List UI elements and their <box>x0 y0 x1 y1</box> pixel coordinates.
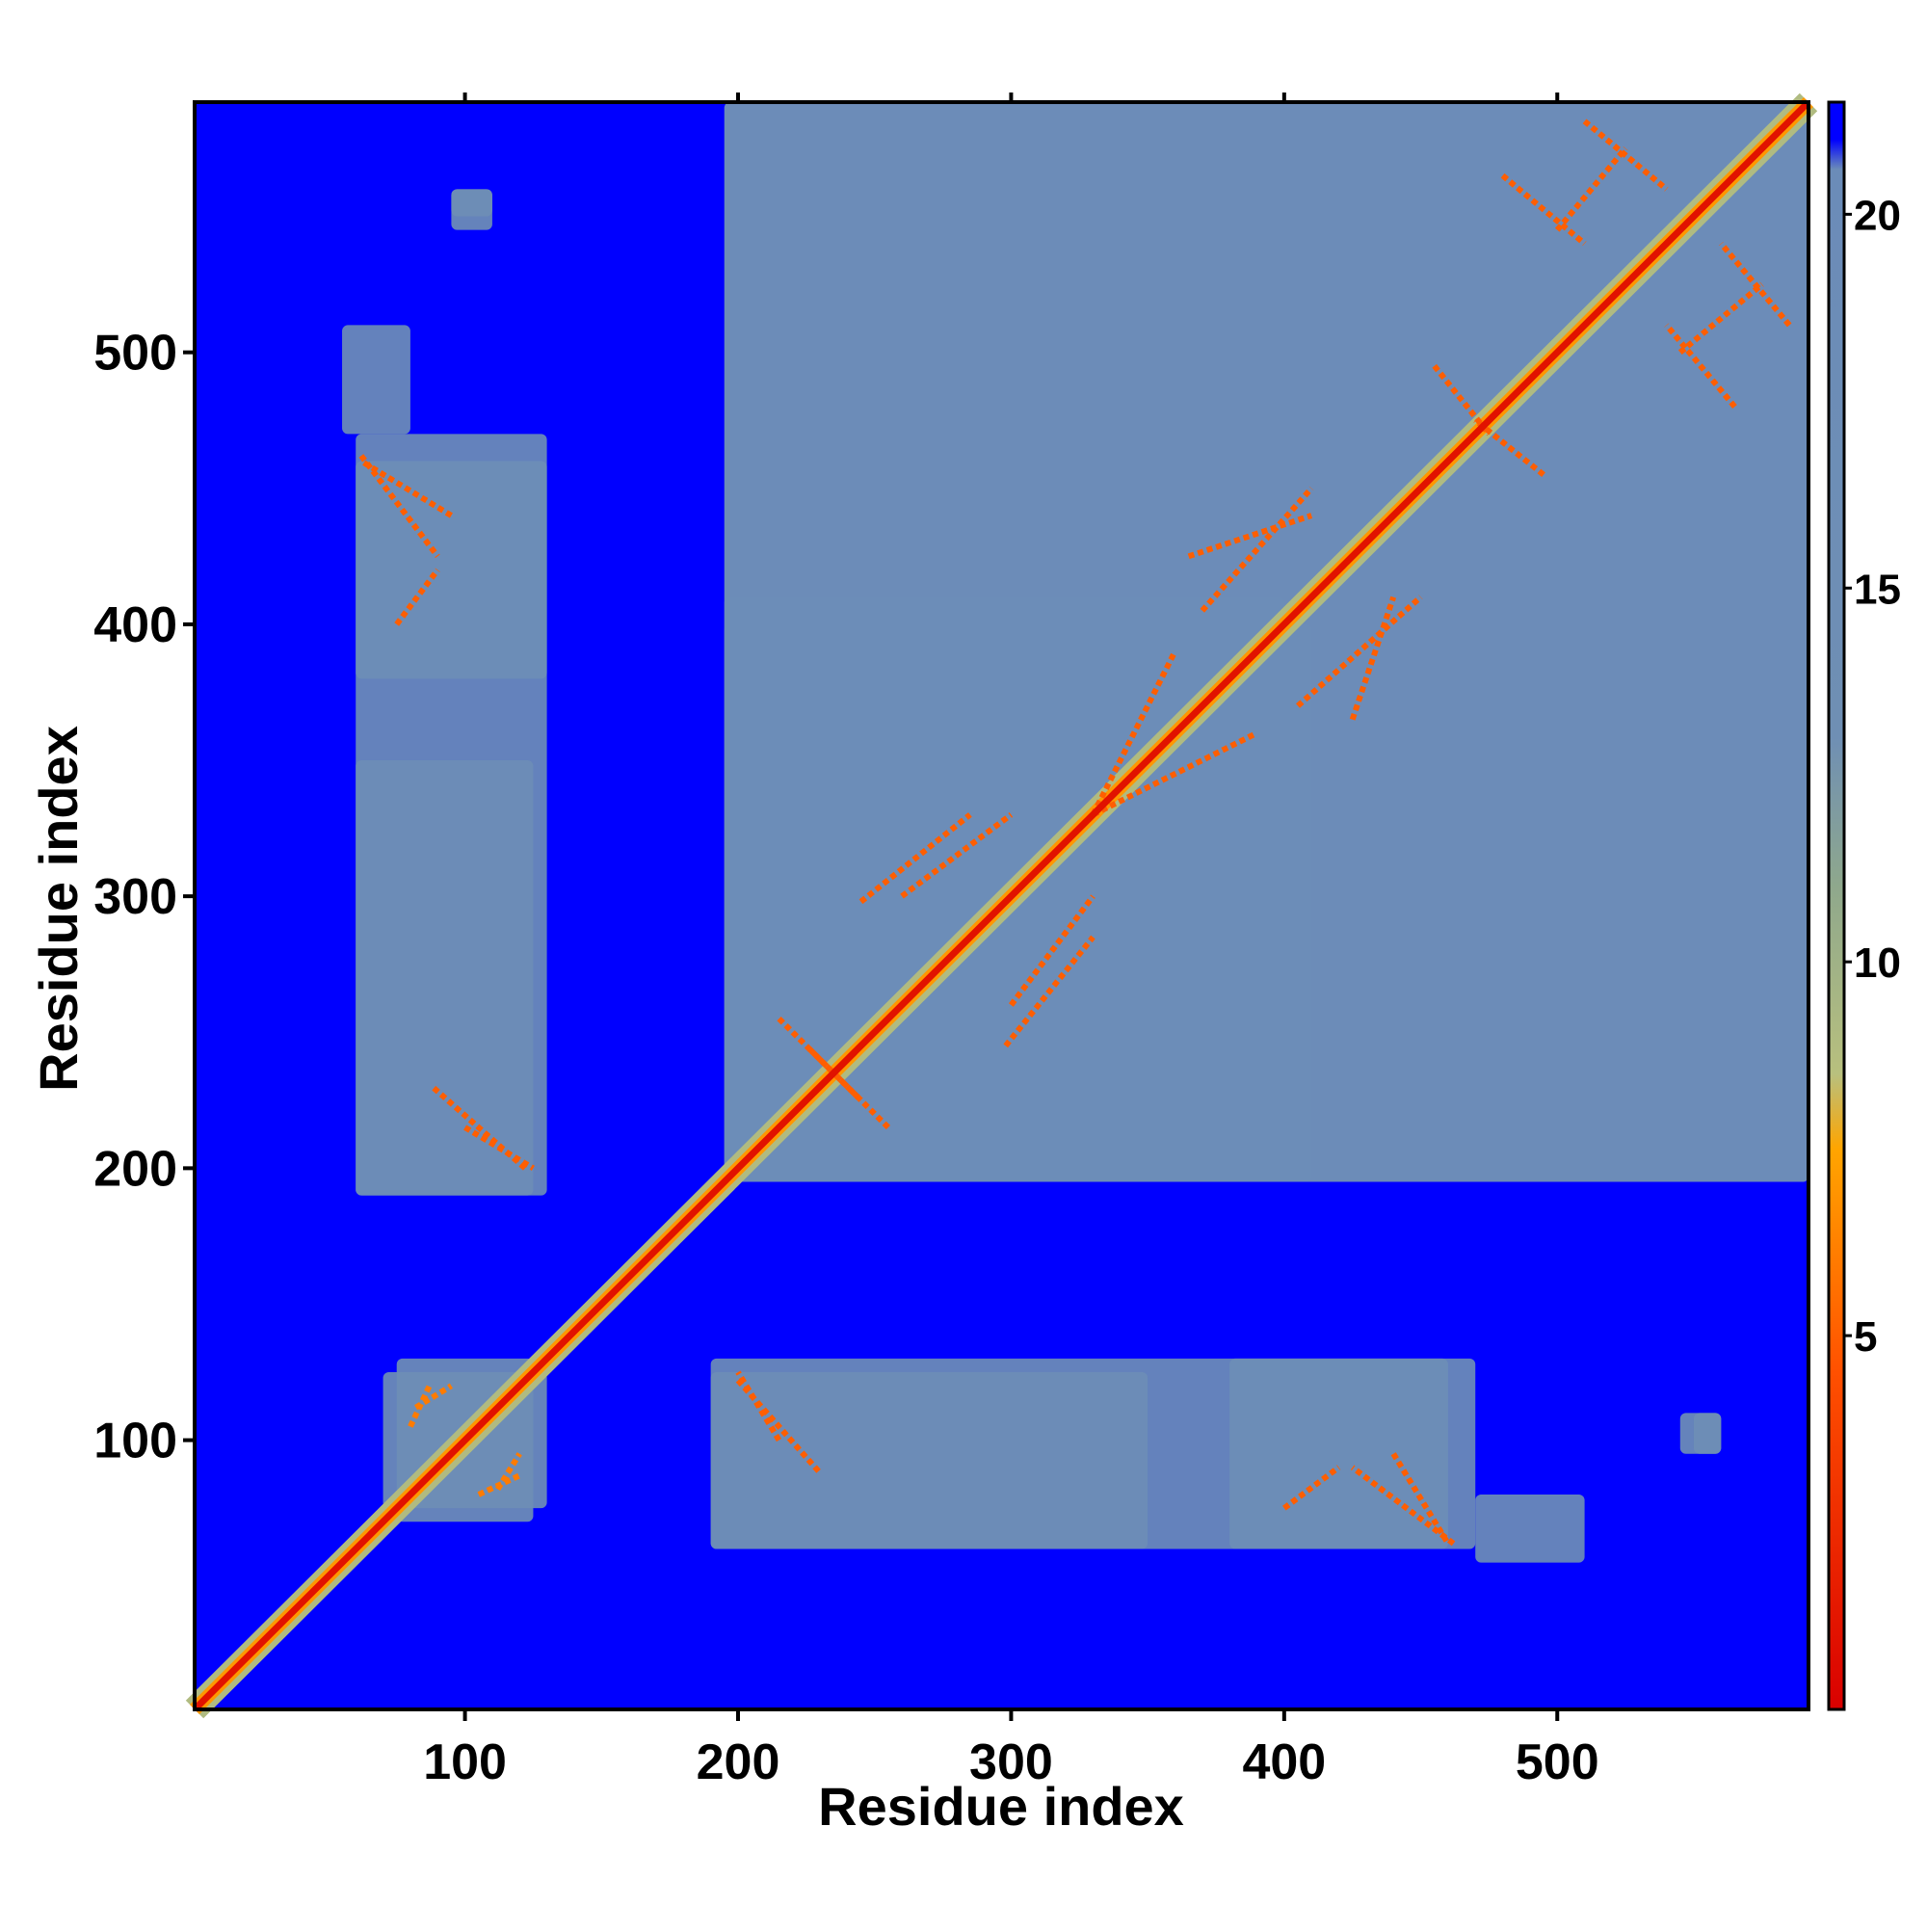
y-tick-label: 100 <box>93 1414 177 1469</box>
y-tick-label: 400 <box>93 597 177 653</box>
plot-frame <box>193 100 1810 1711</box>
contact-line-mirror-13 <box>1473 417 1545 478</box>
contact-line-mirror-11 <box>1296 595 1423 708</box>
y-tick-label: 300 <box>93 869 177 925</box>
x-tick-label: 300 <box>969 1734 1053 1790</box>
contact-line-mirror-5 <box>394 568 440 626</box>
contact-line-0 <box>358 454 440 559</box>
colorbar-tick-label: 20 <box>1854 192 1901 239</box>
contact-line-mirror-0 <box>1350 1465 1456 1547</box>
contact-line-6 <box>1390 1452 1451 1546</box>
contact-line-mirror-4 <box>430 1084 527 1171</box>
colorbar-gradient <box>1827 100 1846 1711</box>
contact-domain-4 <box>710 1372 1148 1549</box>
contact-domain-mirror-8 <box>1693 1413 1722 1454</box>
contact-line-mirror-6 <box>359 458 453 518</box>
contact-line-mirror-10 <box>1092 730 1258 818</box>
contact-line-mirror-2 <box>495 1452 522 1491</box>
contact-line-16 <box>1582 119 1669 192</box>
contact-domain-mirror-6 <box>342 325 410 435</box>
contact-line-5 <box>1282 1465 1341 1511</box>
contact-line-mirror-15 <box>1554 146 1628 232</box>
contact-line-mirror-3 <box>408 1384 433 1428</box>
y-axis-ticks: 100 200 300 400 500 <box>93 326 195 1469</box>
x-tick-label: 100 <box>423 1734 507 1790</box>
contact-line-mirror-12 <box>1187 513 1313 560</box>
y-axis-label: Residue index <box>28 726 89 1092</box>
contact-domain-mirror-5 <box>356 461 547 679</box>
colorbar: 5 10 15 20 <box>1827 100 1901 1711</box>
heatmap-cells <box>185 93 1818 1719</box>
x-tick-label: 500 <box>1516 1734 1599 1790</box>
diagonal-line <box>192 99 1811 1712</box>
contact-line-4 <box>735 1378 823 1475</box>
contact-line-mirror-16 <box>1719 241 1792 328</box>
colorbar-tick-label: 15 <box>1854 566 1901 613</box>
y-tick-label: 200 <box>93 1141 177 1197</box>
contact-line-15 <box>1677 281 1764 355</box>
contact-domain-5 <box>1229 1358 1448 1549</box>
contact-line-mirror-14 <box>1664 323 1737 410</box>
contact-line-8 <box>858 812 972 905</box>
contact-line-9 <box>1009 894 1095 1007</box>
contact-line-12 <box>1349 595 1397 721</box>
y-tick-label: 500 <box>93 326 177 382</box>
contact-domain-mirror-4 <box>356 760 534 1196</box>
contact-domain-6 <box>1475 1495 1585 1563</box>
contact-line-2 <box>414 1383 453 1411</box>
x-axis-label: Residue index <box>818 1776 1184 1837</box>
x-tick-label: 400 <box>1242 1734 1326 1790</box>
contact-line-mirror-8 <box>1003 935 1095 1048</box>
contact-line-3 <box>477 1472 521 1497</box>
contact-line-14 <box>1500 172 1587 247</box>
contact-line-10 <box>1090 649 1178 816</box>
contact-line-mirror-9 <box>900 812 1014 899</box>
colorbar-tick-label: 5 <box>1854 1313 1877 1361</box>
contact-domain-8 <box>451 189 492 217</box>
x-tick-label: 200 <box>697 1734 780 1790</box>
contact-line-11 <box>1200 486 1314 613</box>
x-axis-ticks: 100 200 300 400 500 <box>423 93 1599 1790</box>
colorbar-tick-label: 10 <box>1854 940 1901 987</box>
